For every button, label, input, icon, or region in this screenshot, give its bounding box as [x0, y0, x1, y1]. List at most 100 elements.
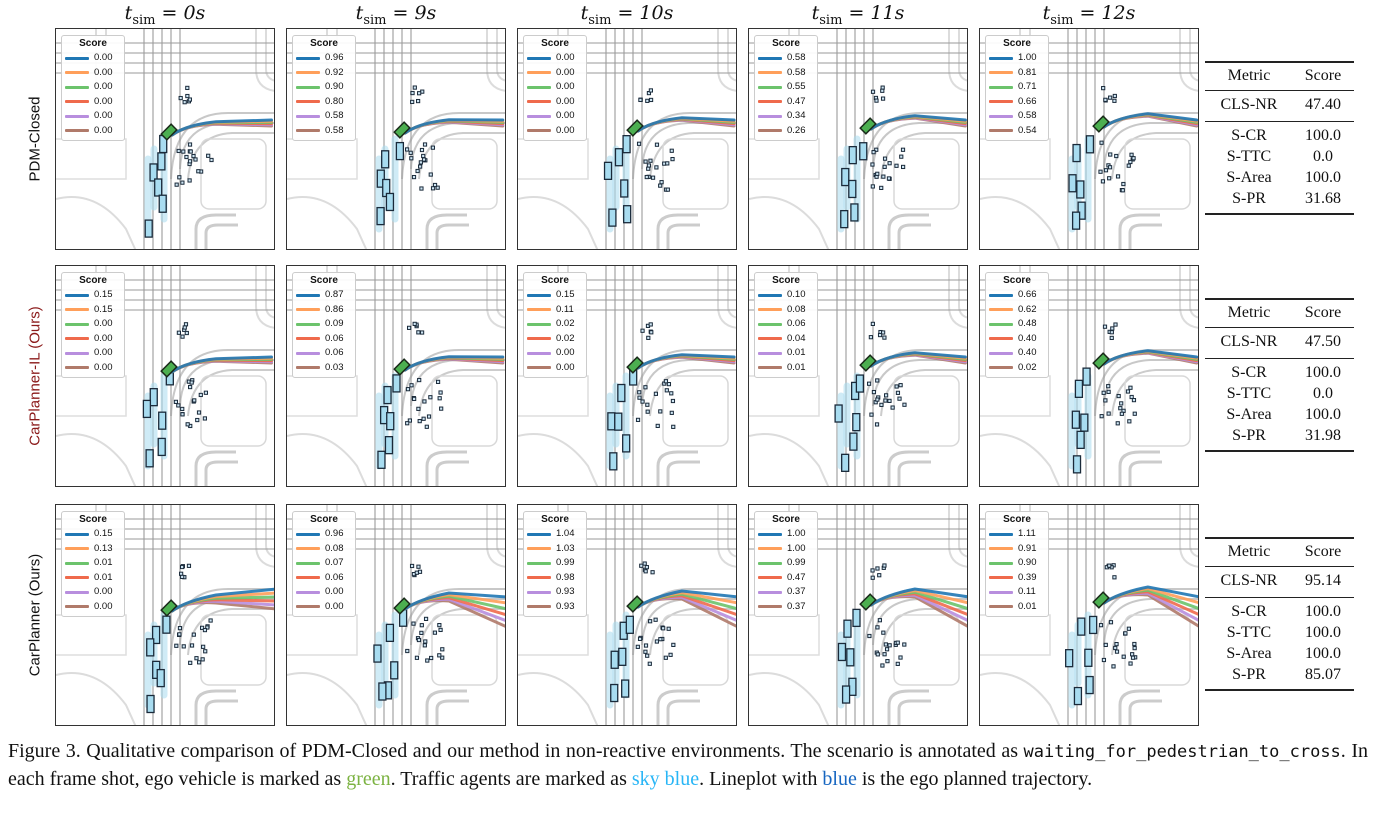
legend-score-value: 0.01 [1018, 600, 1037, 612]
pedestrian [1128, 159, 1133, 165]
pedestrian [1112, 93, 1117, 99]
legend-swatch [296, 366, 320, 370]
traffic-agents [837, 563, 907, 709]
pedestrian [1123, 631, 1128, 636]
pedestrian [1115, 174, 1121, 179]
legend-entry: 0.55 [758, 80, 814, 95]
pedestrian [646, 163, 652, 168]
pedestrian [428, 395, 433, 400]
legend-swatch [527, 293, 551, 297]
frame-panel: Score 0.15 0.13 0.01 0.01 0.00 0.00 [55, 504, 275, 726]
pedestrian [180, 412, 185, 417]
scene-canvas [287, 505, 505, 725]
legend-entry: 0.00 [65, 361, 121, 376]
pedestrian [417, 419, 422, 424]
pedestrian [866, 381, 872, 386]
agent-vehicle [841, 685, 851, 704]
pedestrian [192, 398, 197, 403]
agent-vehicle [848, 145, 857, 165]
agent-vehicle [855, 374, 865, 393]
agent-vehicle [846, 648, 855, 667]
legend-swatch [989, 56, 1013, 60]
metrics-table: Metric Score CLS-NR 95.14 S-CR 100.0 S-TTC 100.… [1205, 537, 1354, 697]
legend-score-value: 0.91 [1018, 542, 1037, 554]
pedestrian [188, 149, 193, 154]
legend-score-value: 0.00 [94, 52, 113, 64]
pedestrian [187, 142, 193, 147]
trajectory-line [170, 118, 273, 137]
legend-score-value: 0.06 [325, 332, 344, 344]
legend-swatch [989, 337, 1013, 341]
agent-vehicle [157, 437, 166, 457]
pedestrian [881, 330, 886, 335]
legend-entry: 0.06 [758, 317, 814, 332]
row-label-text: PDM-Closed [26, 96, 44, 182]
table-header-metric: Metric [1227, 543, 1271, 560]
legend-score-value: 0.00 [94, 66, 113, 78]
legend-entry: 0.39 [989, 571, 1045, 586]
legend-entry: 0.09 [296, 317, 352, 332]
planned-trajectories [1092, 585, 1198, 628]
pedestrian [411, 621, 416, 626]
pedestrian [1114, 649, 1120, 654]
legend-entry: 0.00 [527, 51, 583, 66]
pedestrian [1108, 152, 1113, 157]
pedestrian [648, 97, 654, 103]
legend-score-value: 0.00 [556, 66, 575, 78]
pedestrian [199, 625, 205, 630]
legend-swatch [65, 100, 89, 104]
pedestrian [1109, 335, 1114, 341]
pedestrian [1103, 97, 1108, 102]
pedestrian [663, 379, 669, 384]
legend-title: Score [772, 38, 800, 49]
traffic-agents [603, 88, 675, 233]
pedestrian [645, 402, 650, 407]
cls-nr-score: 95.14 [1305, 572, 1341, 589]
legend-score-value: 0.92 [325, 66, 344, 78]
frame-panel: Score 0.58 0.58 0.55 0.47 0.34 0.26 [748, 28, 968, 250]
legend-entry: 0.06 [296, 332, 352, 347]
pedestrian [643, 643, 649, 648]
pedestrian [417, 377, 422, 383]
frame-panel: Score 0.00 0.00 0.00 0.00 0.00 0.00 [517, 28, 737, 250]
pedestrian [201, 644, 206, 649]
pedestrian [184, 330, 189, 336]
legend-score-value: 0.47 [787, 571, 806, 583]
planned-trajectories [1092, 112, 1198, 133]
pedestrian [432, 182, 438, 188]
legend-swatch [65, 547, 89, 551]
legend-entry: 0.40 [989, 346, 1045, 361]
pedestrian [412, 85, 417, 90]
pedestrian [1119, 401, 1124, 406]
legend-swatch [296, 322, 320, 326]
pedestrian [1114, 153, 1119, 159]
pedestrian [177, 175, 182, 180]
legend-title: Score [541, 275, 569, 286]
pedestrian [1106, 384, 1111, 389]
legend-entry: 1.00 [758, 542, 814, 557]
legend-score-value: 0.10 [787, 289, 806, 301]
column-header-1: tsim = 9s [286, 2, 506, 28]
pedestrian [874, 147, 879, 152]
pedestrian [1100, 179, 1106, 184]
legend-entry: 0.86 [296, 303, 352, 318]
pedestrian [418, 164, 423, 169]
legend-score-value: 0.00 [556, 95, 575, 107]
score-legend: Score 1.04 1.03 0.99 0.98 0.93 0.93 [523, 511, 587, 617]
agent-vehicle [162, 615, 171, 634]
legend-swatch [296, 576, 320, 580]
pedestrian [189, 643, 195, 648]
ego-vehicle [1092, 115, 1110, 133]
legend-entry: 0.01 [758, 361, 814, 376]
ego-vehicle [393, 121, 411, 139]
pedestrian [635, 644, 640, 649]
legend-swatch [296, 547, 320, 551]
scene-canvas [749, 29, 967, 249]
legend-swatch [527, 590, 551, 594]
pedestrian [437, 623, 442, 628]
legend-entry: 0.00 [527, 80, 583, 95]
pedestrian [182, 100, 187, 105]
agent-vehicle [1071, 410, 1080, 429]
pedestrian [886, 176, 892, 181]
pedestrian [193, 157, 198, 162]
